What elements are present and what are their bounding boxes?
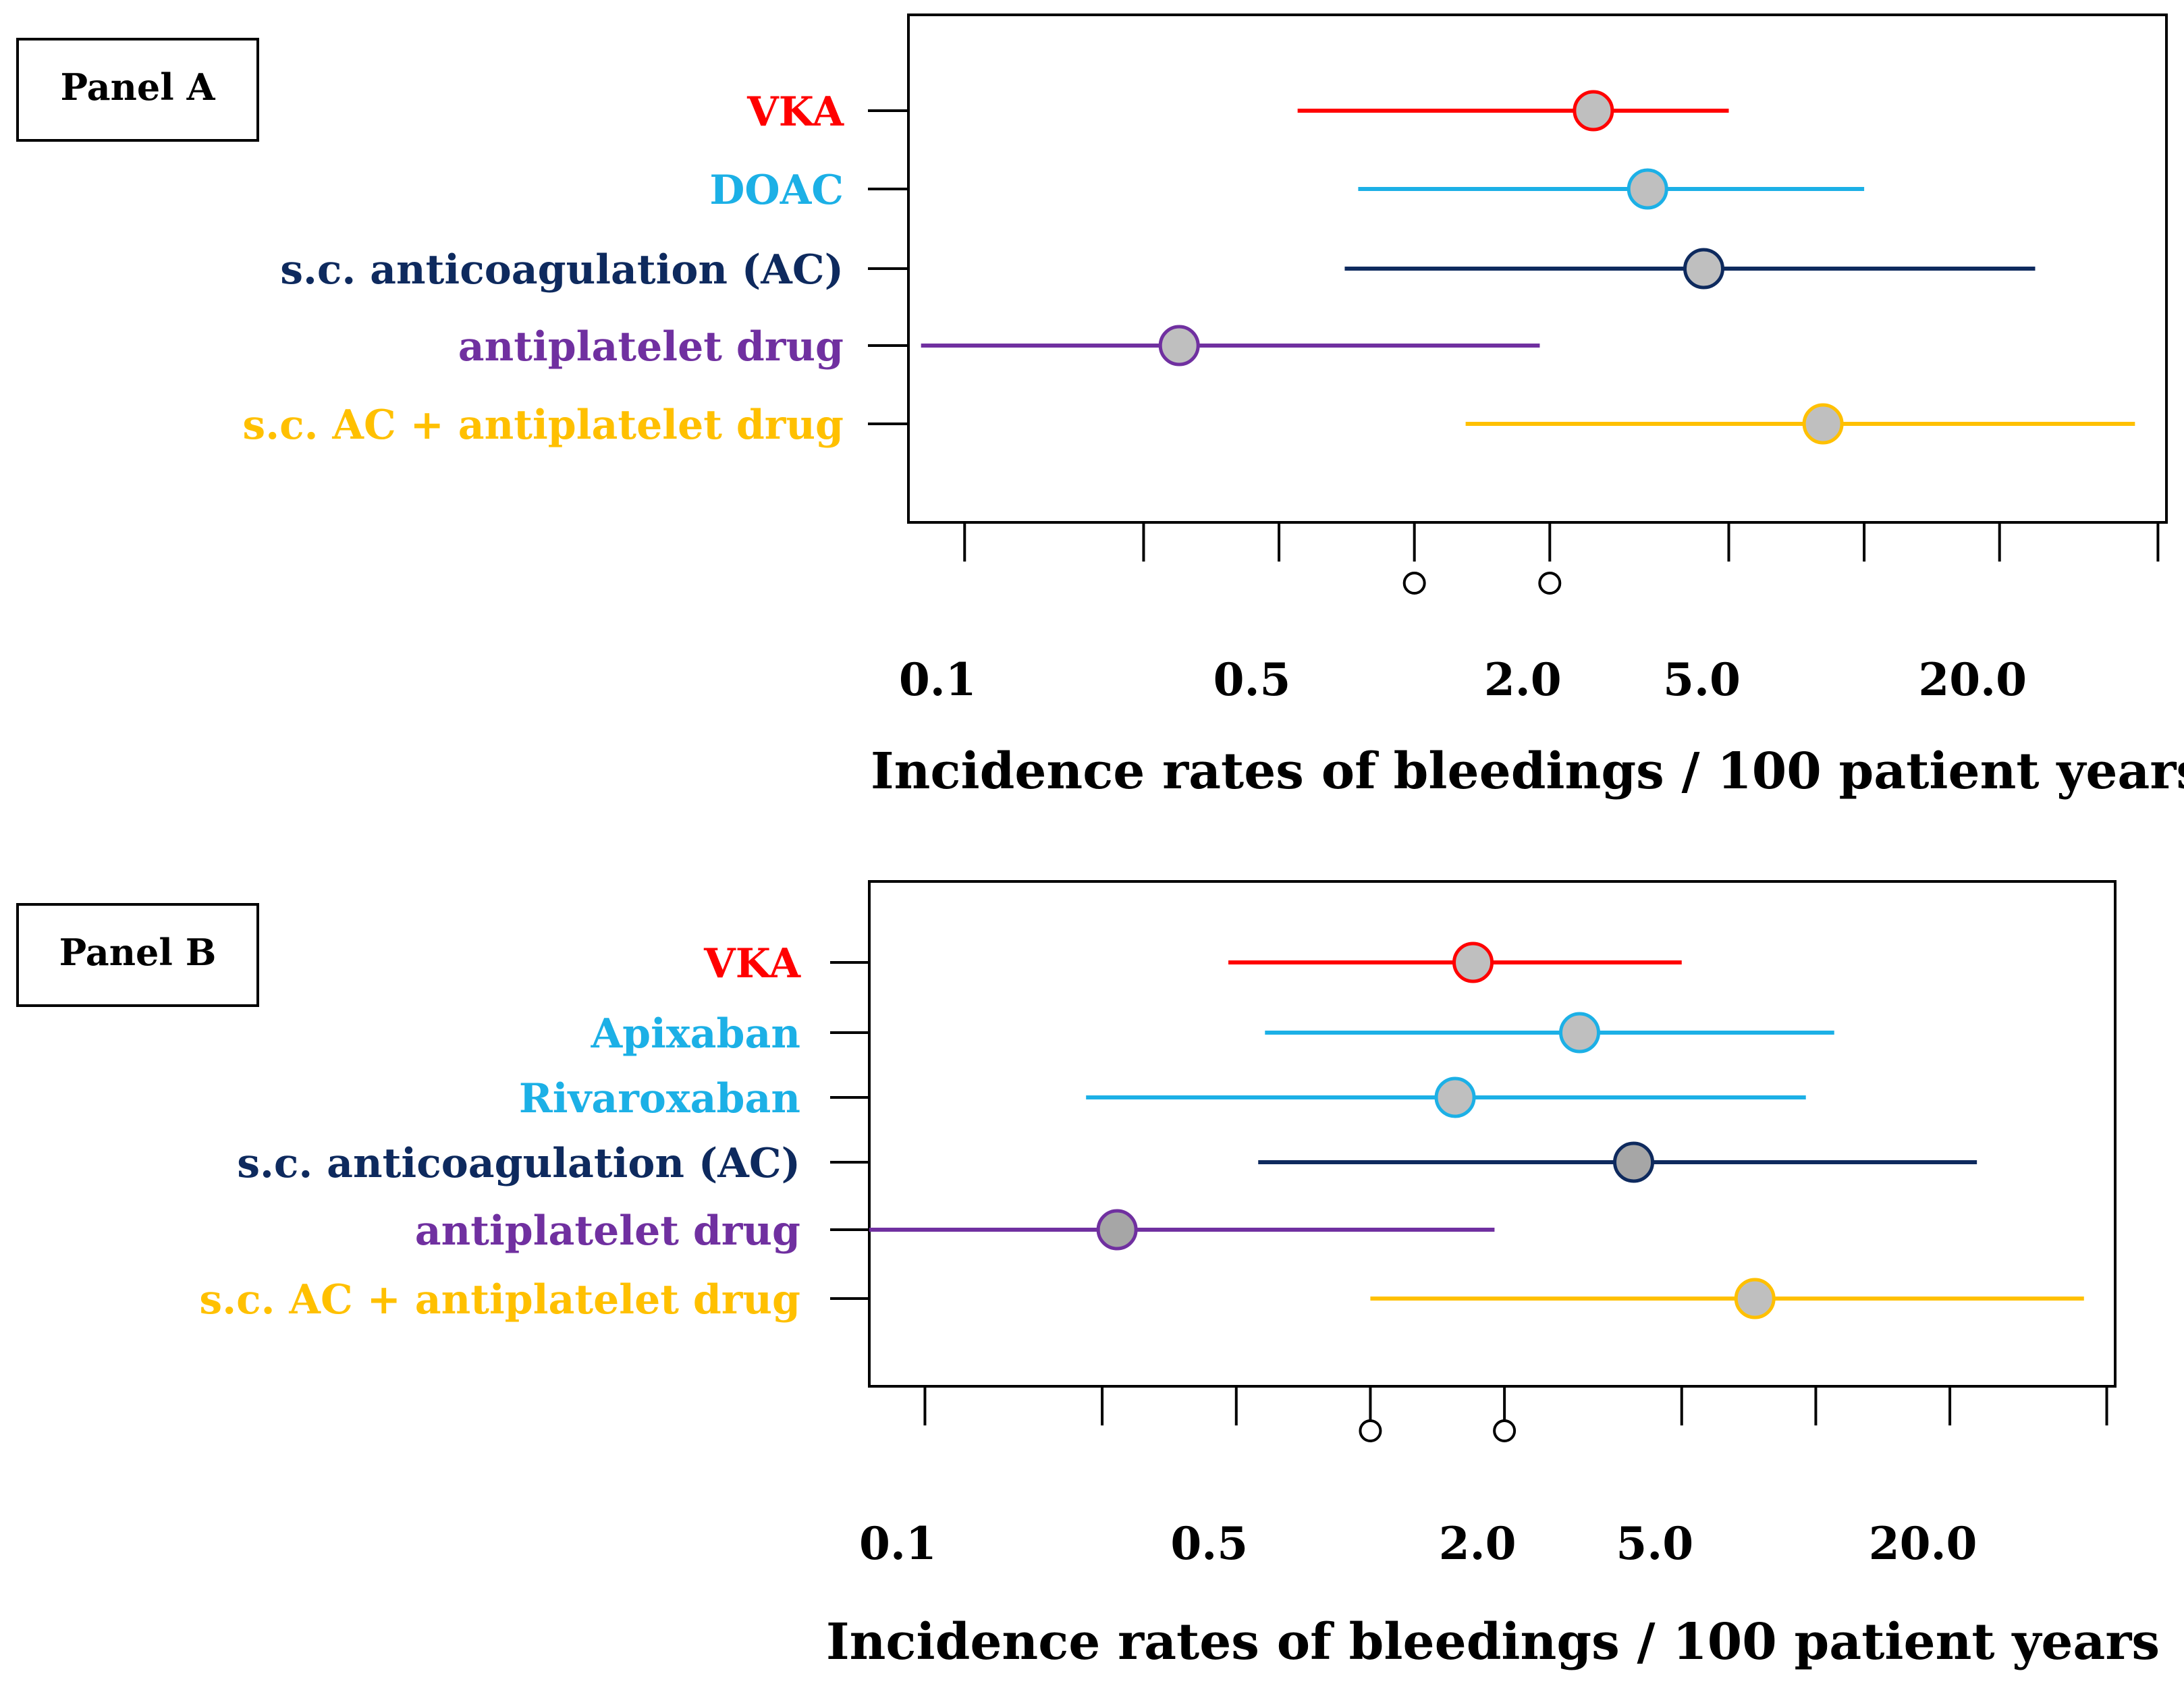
point-estimate — [1434, 1076, 1476, 1118]
x-tick-label: 0.5 — [1170, 1517, 1248, 1570]
row-label: s.c. anticoagulation (AC) — [237, 1140, 800, 1187]
x-tick-label: 20.0 — [1918, 653, 2027, 706]
forest-rows: VKA Apixaban Rivaroxaban s.c. anticoagulati… — [199, 940, 2084, 1324]
row-label: Apixaban — [591, 1010, 800, 1058]
point-estimate — [1096, 1209, 1138, 1251]
panel-b: Panel B VKA Apixaban Rivaroxaban s.c. antic… — [16, 880, 2160, 1671]
reference-marker — [1538, 572, 1562, 595]
row-label: antiplatelet drug — [458, 323, 844, 371]
row-label: antiplatelet drug — [415, 1207, 800, 1255]
x-axis-label: Incidence rates of bleedings / 100 patie… — [826, 1613, 2160, 1671]
point-estimate — [1627, 168, 1668, 210]
panel-label-box — [16, 903, 259, 1007]
x-tick-label: 0.5 — [1213, 653, 1291, 706]
row-label: VKA — [746, 88, 844, 136]
plot-frame — [868, 880, 2117, 1388]
x-tick-label: 2.0 — [1484, 653, 1562, 706]
x-tick-label: 20.0 — [1869, 1517, 1977, 1570]
row-label: s.c. AC + antiplatelet drug — [199, 1276, 800, 1324]
panel-label: Panel A — [61, 65, 216, 109]
x-tick-label: 5.0 — [1616, 1517, 1693, 1570]
panel-label-box — [16, 38, 259, 142]
point-estimate — [1734, 1278, 1776, 1319]
row-label: Rivaroxaban — [519, 1075, 800, 1122]
reference-marker — [1359, 1419, 1382, 1442]
point-estimate — [1683, 248, 1724, 290]
row-label: DOAC — [709, 167, 844, 214]
panel-a: Panel A VKA DOAC s.c. anticoagulation (AC)… — [16, 13, 2184, 800]
point-estimate — [1559, 1012, 1601, 1054]
row-label: s.c. anticoagulation (AC) — [280, 246, 844, 294]
point-estimate — [1452, 942, 1494, 983]
point-estimate — [1573, 90, 1614, 132]
panel-label: Panel B — [59, 931, 217, 974]
x-axis-label: Incidence rates of bleedings / 100 patie… — [871, 742, 2184, 800]
x-axis: 0.1 0.5 2.0 5.0 20.0 — [859, 1386, 2108, 1570]
x-tick-label: 5.0 — [1663, 653, 1741, 706]
reference-marker — [1402, 572, 1426, 595]
point-estimate — [1802, 403, 1844, 445]
x-tick-label: 0.1 — [859, 1517, 937, 1570]
point-estimate — [1613, 1141, 1655, 1183]
row-label: s.c. AC + antiplatelet drug — [242, 402, 844, 449]
x-axis: 0.1 0.5 2.0 5.0 20.0 — [899, 522, 2160, 706]
x-tick-label: 2.0 — [1439, 1517, 1517, 1570]
forest-rows: VKA DOAC s.c. anticoagulation (AC) antiplat… — [242, 88, 2135, 449]
x-tick-label: 0.1 — [899, 653, 977, 706]
point-estimate — [1158, 325, 1200, 366]
row-label: VKA — [703, 940, 801, 987]
reference-marker — [1493, 1419, 1517, 1442]
